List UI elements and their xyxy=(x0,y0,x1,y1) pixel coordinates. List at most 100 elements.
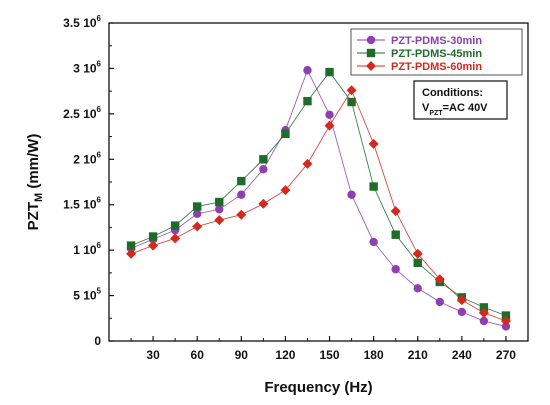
y-tick-exponent: 5 xyxy=(97,287,102,296)
data-point-diamond xyxy=(412,248,423,259)
data-point-diamond xyxy=(346,85,357,96)
y-axis-title-sub: M xyxy=(33,193,45,202)
conditions-voltage-value: =AC 40V xyxy=(443,102,489,114)
legend-marker xyxy=(366,35,376,45)
x-tick-label: 210 xyxy=(408,348,428,362)
legend-box xyxy=(350,28,523,76)
data-point-square xyxy=(413,258,422,268)
series-markers xyxy=(126,66,511,331)
y-tick-label: 1 106 xyxy=(73,241,101,257)
conditions-voltage-sub: PZT xyxy=(429,110,443,117)
data-point-circle xyxy=(457,307,467,317)
data-point-diamond xyxy=(500,316,511,327)
y-axis-title: PZTM (mm/W) xyxy=(25,134,45,231)
y-tick-mantissa: 5 10 xyxy=(73,289,97,303)
x-axis-title-text: Frequency (Hz) xyxy=(264,379,372,396)
data-point-square xyxy=(281,129,290,139)
data-point-diamond xyxy=(390,206,401,217)
y-tick-label: 3.5 106 xyxy=(63,14,101,30)
y-tick-label: 2.5 106 xyxy=(63,105,101,121)
data-point-circle xyxy=(303,66,312,75)
data-point-diamond xyxy=(126,248,137,259)
data-point-square xyxy=(501,311,511,320)
y-tick-mantissa: 2 10 xyxy=(73,152,97,166)
data-point-diamond xyxy=(478,307,489,318)
y-tick-exponent: 6 xyxy=(97,14,102,23)
data-point-diamond xyxy=(368,138,379,149)
x-tick-label: 270 xyxy=(496,348,516,362)
data-point-circle xyxy=(259,165,268,174)
data-point-circle xyxy=(435,297,444,307)
y-axis-title-unit: (mm/W) xyxy=(25,134,42,193)
conditions-box: Conditions: VPZT=AC 40V xyxy=(413,80,508,120)
y-tick-exponent: 6 xyxy=(97,196,102,205)
data-point-square xyxy=(369,182,378,191)
conditions-voltage: VPZT=AC 40V xyxy=(422,102,488,117)
data-point-square xyxy=(170,221,180,230)
data-point-square xyxy=(479,303,489,312)
y-axis-title-main: PZT xyxy=(25,202,42,230)
data-point-diamond xyxy=(236,209,247,220)
data-point-square xyxy=(126,241,136,250)
conditions-title: Conditions: xyxy=(422,87,483,99)
legend-label: PZT-PDMS-60min xyxy=(391,61,482,73)
x-tick-label: 120 xyxy=(275,348,295,362)
x-tick-label: 60 xyxy=(191,348,205,362)
data-point-square xyxy=(259,155,268,164)
x-tick-label: 90 xyxy=(235,348,249,362)
legend-marker xyxy=(366,61,376,71)
data-point-circle xyxy=(369,237,378,247)
data-point-diamond xyxy=(434,274,445,285)
y-tick-mantissa: 1 10 xyxy=(73,243,97,257)
data-point-square xyxy=(347,97,356,107)
data-point-diamond xyxy=(456,295,467,306)
data-point-square xyxy=(391,230,400,239)
legend-marker xyxy=(366,48,376,58)
y-tick-mantissa: 2.5 10 xyxy=(63,107,97,121)
data-point-circle xyxy=(325,110,334,119)
y-tick-label: 5 105 xyxy=(73,287,101,303)
y-tick-mantissa: 3.5 10 xyxy=(63,16,97,30)
data-point-diamond xyxy=(280,185,291,196)
data-point-square xyxy=(303,96,312,106)
data-point-circle xyxy=(479,316,489,326)
y-tick-label: 0 xyxy=(94,334,101,348)
data-point-diamond xyxy=(258,198,269,209)
x-tick-label: 240 xyxy=(452,348,472,362)
y-tick-exponent: 6 xyxy=(97,59,102,68)
y-tick-exponent: 6 xyxy=(97,150,102,159)
data-point-diamond xyxy=(148,240,159,251)
y-tick-mantissa: 0 xyxy=(94,334,101,348)
y-tick-mantissa: 3 10 xyxy=(73,61,97,75)
conditions-voltage-main: V xyxy=(422,102,430,114)
data-point-circle xyxy=(391,265,400,274)
y-tick-mantissa: 1.5 10 xyxy=(63,198,97,212)
y-tick-label: 2 106 xyxy=(73,150,101,166)
data-point-circle xyxy=(501,322,511,331)
y-tick-label: 1.5 106 xyxy=(63,196,101,212)
data-point-diamond xyxy=(324,120,335,131)
conditions-frame xyxy=(413,80,508,120)
legend-label: PZT-PDMS-30min xyxy=(391,35,482,47)
y-tick-exponent: 6 xyxy=(97,241,102,250)
data-point-circle xyxy=(347,190,356,199)
legend-label: PZT-PDMS-45min xyxy=(391,48,482,60)
data-point-diamond xyxy=(302,158,313,169)
legend: PZT-PDMS-30minPZT-PDMS-45minPZT-PDMS-60m… xyxy=(350,28,523,76)
data-point-diamond xyxy=(192,221,203,232)
y-tick-exponent: 6 xyxy=(97,105,102,114)
data-point-diamond xyxy=(170,233,181,244)
series-line xyxy=(130,89,507,322)
data-point-circle xyxy=(237,190,246,199)
data-point-circle xyxy=(193,209,202,218)
data-point-circle xyxy=(413,284,422,293)
data-point-square xyxy=(325,67,334,77)
data-point-square xyxy=(215,197,224,207)
plot-frame xyxy=(108,22,529,342)
y-tick-label: 3 106 xyxy=(73,59,101,75)
data-point-square xyxy=(148,232,158,241)
y-axis-title-text: PZTM (mm/W) xyxy=(25,134,45,231)
data-point-circle xyxy=(215,205,224,214)
